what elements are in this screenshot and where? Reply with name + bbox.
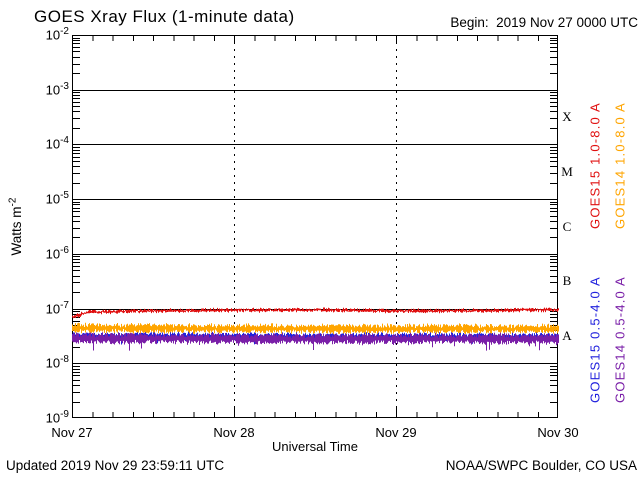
page-title: GOES Xray Flux (1-minute data) [34, 7, 295, 26]
y-axis-title-exponent: -2 [7, 197, 19, 207]
legend-label-goes15-1-0-8-0-a: GOES15 1.0-8.0 A [587, 102, 603, 229]
y-tick-label: 10-5 [45, 190, 69, 207]
begin-label: Begin: 2019 Nov 27 0000 UTC [450, 15, 638, 30]
y-tick-label: 10-9 [45, 409, 69, 426]
x-tick-label: Nov 27 [51, 425, 93, 440]
y-axis-title: Watts m-2 [8, 175, 25, 279]
y-axis-title-text: Watts m [9, 206, 24, 256]
x-tick-label: Nov 29 [375, 425, 417, 440]
x-tick-label: Nov 28 [213, 425, 255, 440]
x-tick-label: Nov 30 [537, 425, 579, 440]
legend-label-goes15-0-5-4-0-a: GOES15 0.5-4.0 A [587, 276, 603, 403]
x-axis-title: Universal Time [272, 439, 358, 454]
y-tick-label: 10-7 [45, 299, 69, 316]
flare-class-letter-m: M [561, 163, 573, 179]
trace-goes15-1-0-8-0-a [72, 307, 559, 319]
flare-class-letter-c: C [562, 218, 572, 234]
flare-class-letter-a: A [562, 327, 572, 343]
y-tick-label: 10-8 [45, 354, 69, 371]
legend-label-goes14-1-0-8-0-a: GOES14 1.0-8.0 A [612, 102, 628, 229]
source-credit: NOAA/SWPC Boulder, CO USA [445, 458, 637, 473]
legend-label-goes14-0-5-4-0-a: GOES14 0.5-4.0 A [612, 276, 628, 403]
y-tick-label: 10-3 [45, 80, 69, 98]
flare-class-letter-b: B [562, 273, 572, 289]
y-tick-label: 10-2 [45, 26, 69, 43]
y-tick-label: 10-6 [45, 244, 69, 262]
updated-timestamp: Updated 2019 Nov 29 23:59:11 UTC [6, 458, 225, 473]
trace-goes14-0-5-4-0-a [72, 332, 559, 351]
trace-goes14-1-0-8-0-a [72, 322, 559, 336]
flare-class-letter-x: X [562, 109, 572, 125]
y-tick-label: 10-4 [45, 135, 69, 152]
